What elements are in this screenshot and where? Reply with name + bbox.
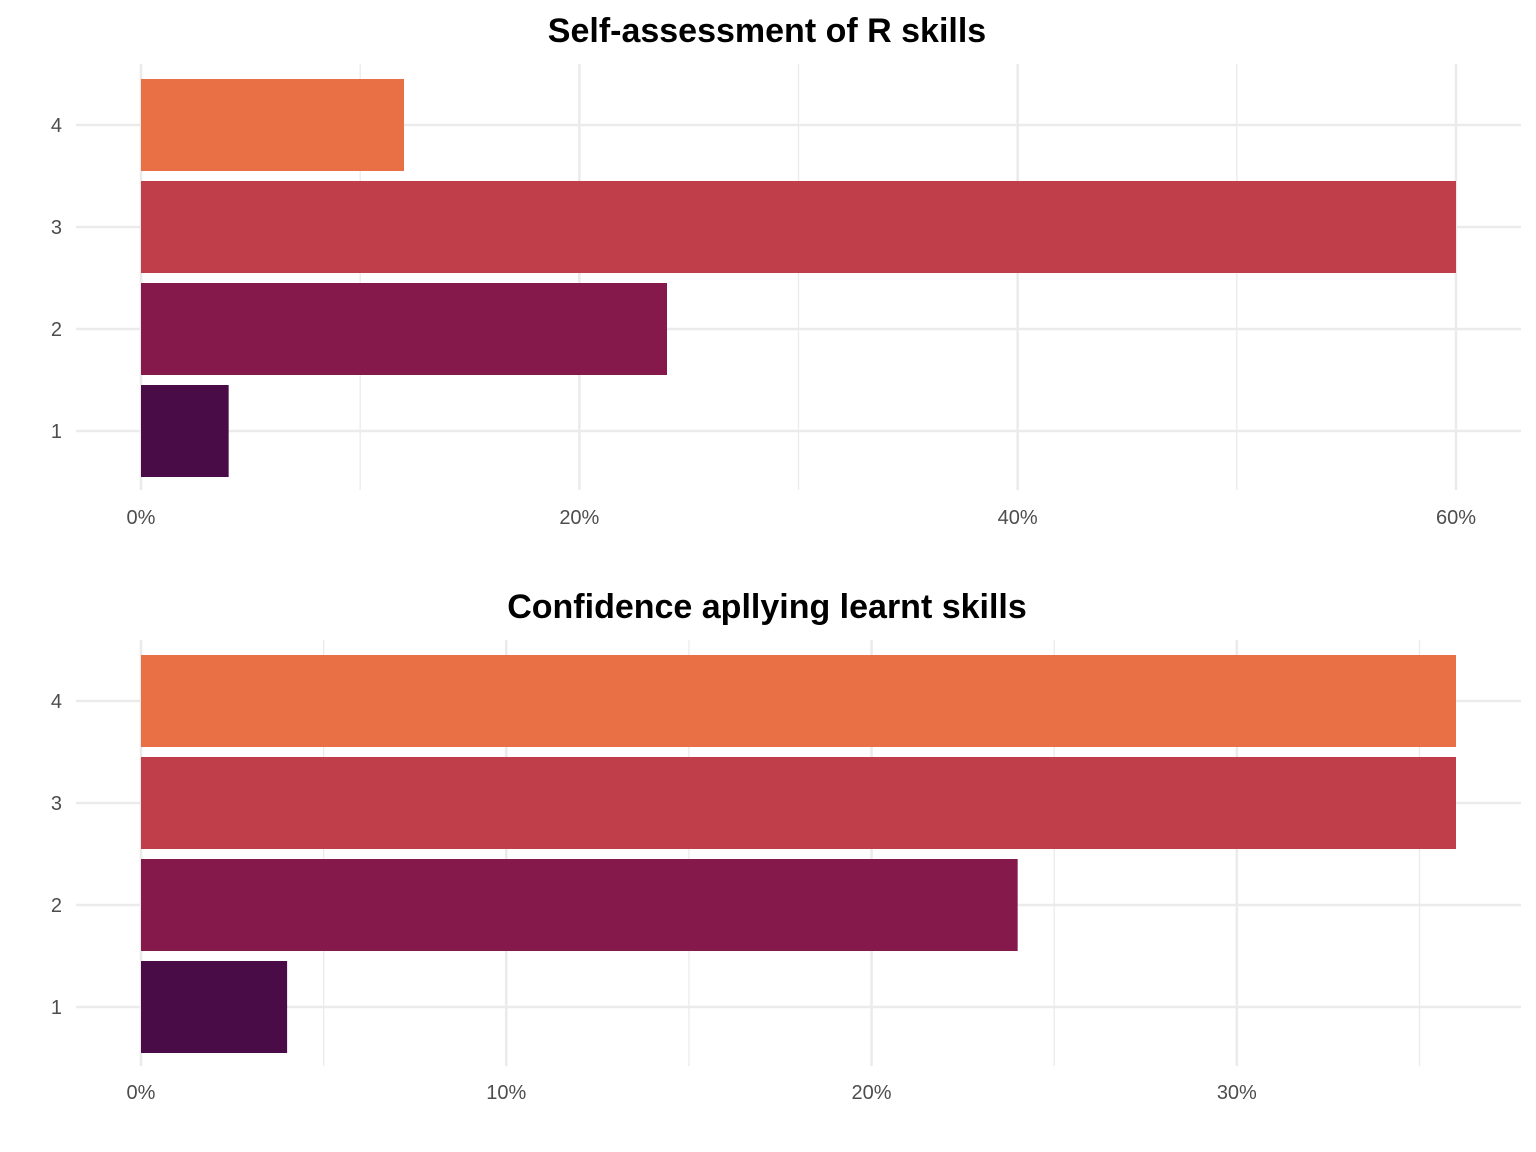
x-tick-label: 60% <box>1436 507 1476 529</box>
x-tick-label: 20% <box>559 507 599 529</box>
bar-4 <box>141 79 404 171</box>
x-tick-label: 10% <box>486 1082 526 1104</box>
y-tick-label: 4 <box>51 115 62 137</box>
bars <box>141 79 1456 477</box>
x-tick-label: 0% <box>127 507 156 529</box>
bar-2 <box>141 859 1018 951</box>
x-axis-tick-labels: 0% 10% 20% 30% <box>127 1082 1258 1104</box>
y-tick-label: 2 <box>51 319 62 341</box>
x-tick-label: 20% <box>852 1082 892 1104</box>
y-tick-label: 3 <box>51 217 62 239</box>
y-tick-label: 1 <box>51 421 62 443</box>
bars <box>141 655 1456 1053</box>
bar-3 <box>141 181 1456 273</box>
x-tick-label: 40% <box>998 507 1038 529</box>
bar-1 <box>141 385 229 477</box>
panel-confidence: Confidence apllying learnt skills 1 2 3 4 0… <box>51 588 1521 1104</box>
y-tick-label: 2 <box>51 895 62 917</box>
x-tick-label: 0% <box>127 1082 156 1104</box>
y-tick-label: 4 <box>51 691 62 713</box>
bar-1 <box>141 961 288 1053</box>
x-axis-tick-labels: 0% 20% 40% 60% <box>127 507 1477 529</box>
y-axis-tick-labels: 1 2 3 4 <box>51 691 62 1019</box>
y-tick-label: 3 <box>51 793 62 815</box>
bar-2 <box>141 283 667 375</box>
panel-self-assessment: Self-assessment of R skills 1 2 3 4 0% 20% 40… <box>51 12 1521 529</box>
x-tick-label: 30% <box>1217 1082 1257 1104</box>
bar-3 <box>141 757 1456 849</box>
chart-title: Self-assessment of R skills <box>548 12 986 50</box>
y-axis-tick-labels: 1 2 3 4 <box>51 115 62 443</box>
bar-4 <box>141 655 1456 747</box>
y-tick-label: 1 <box>51 997 62 1019</box>
chart-title: Confidence apllying learnt skills <box>507 588 1027 626</box>
